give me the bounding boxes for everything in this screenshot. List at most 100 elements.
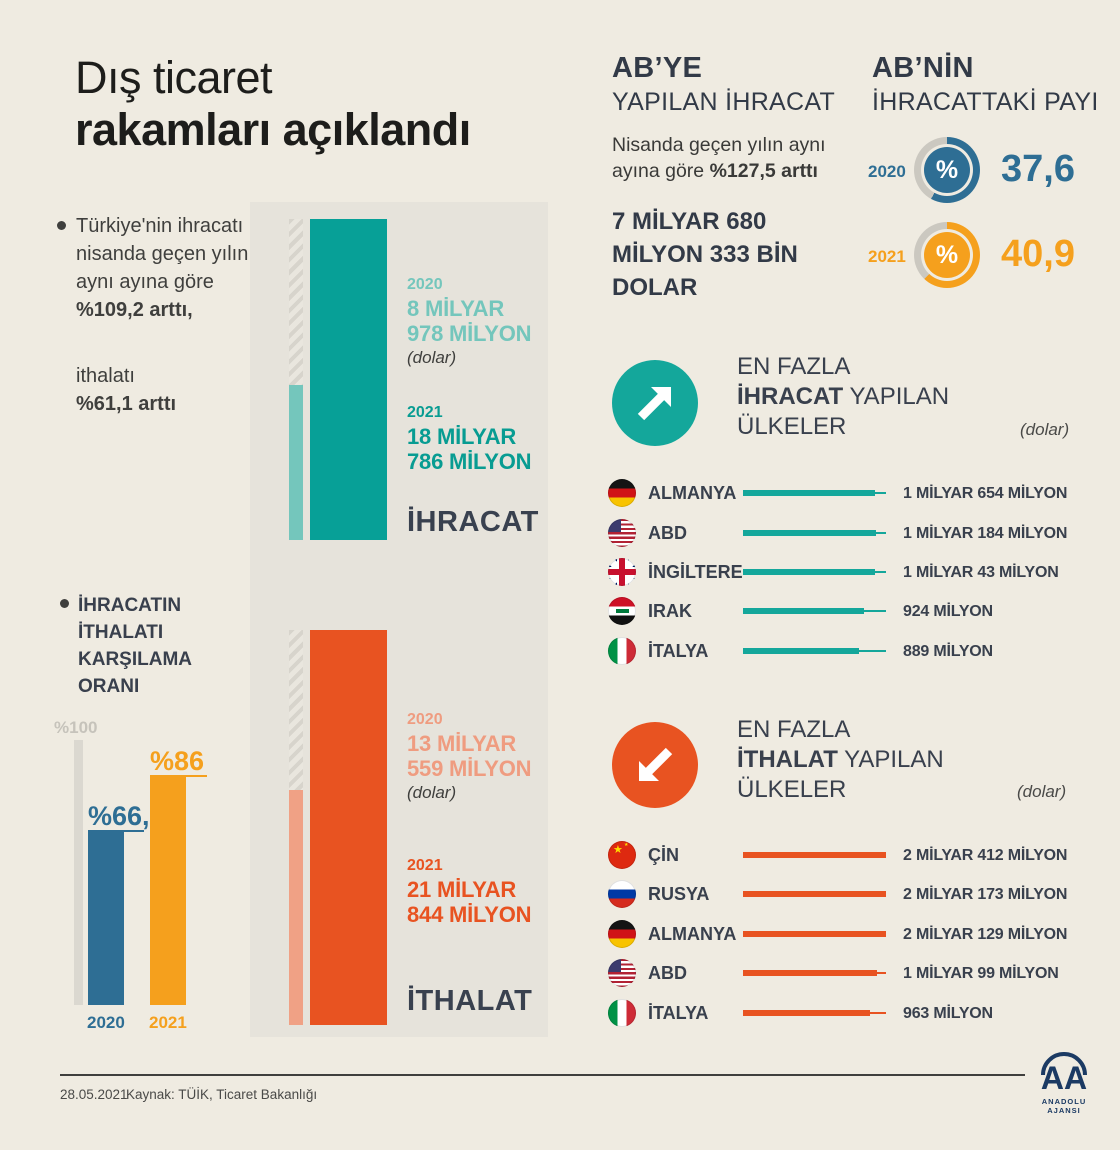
usa-flag-icon bbox=[608, 959, 636, 987]
value-line: 978 MİLYON bbox=[407, 321, 532, 346]
import-country-row: ÇİN 2 MİLYAR 412 MİLYON bbox=[608, 841, 1078, 870]
country-name: ABD bbox=[648, 523, 687, 543]
russia-flag-icon bbox=[608, 880, 636, 908]
heading-line: İHRACATIN bbox=[78, 595, 182, 616]
ratio-ref-label: %100 bbox=[54, 718, 98, 737]
import-country-row: ALMANYA 2 MİLYAR 129 MİLYON bbox=[608, 920, 1078, 949]
country-name: İTALYA bbox=[648, 641, 709, 661]
country-value: 1 MİLYAR 99 MİLYON bbox=[903, 965, 1059, 982]
desc-text-bold: %127,5 arttı bbox=[709, 160, 818, 182]
bullet-icon bbox=[57, 221, 66, 230]
value-line: 559 MİLYON bbox=[407, 756, 532, 781]
header-bold: İTHALAT bbox=[737, 746, 838, 773]
anadolu-agency-logo: AA ANADOLU AJANSI bbox=[1024, 1048, 1104, 1115]
value-line: 844 MİLYON bbox=[407, 902, 532, 927]
top-exports-dolar-note: (dolar) bbox=[1020, 420, 1070, 439]
header-line: EN FAZLA bbox=[737, 716, 851, 743]
import-arrow-badge bbox=[612, 722, 698, 808]
bullet-icon bbox=[60, 599, 69, 608]
country-value: 1 MİLYAR 184 MİLYON bbox=[903, 525, 1068, 542]
export-chart-title: İHRACAT bbox=[407, 506, 539, 538]
country-name: ABD bbox=[648, 963, 687, 983]
eu-share-2020-value: 37,6 bbox=[1001, 148, 1075, 190]
note-text-bold: %61,1 arttı bbox=[76, 393, 177, 415]
ratio-2020-year: 2020 bbox=[87, 1013, 125, 1032]
value-line: 13 MİLYAR bbox=[407, 731, 517, 756]
import-2021-value: 21 MİLYAR 844 MİLYON bbox=[407, 877, 532, 927]
value-bar bbox=[743, 852, 886, 858]
value-bar bbox=[743, 891, 886, 897]
header-bold: İHRACAT bbox=[737, 383, 844, 410]
germany-flag-icon bbox=[608, 920, 636, 948]
header-line: ÜLKELER bbox=[737, 413, 847, 440]
heading-line: İTHALATI KARŞILAMA bbox=[78, 622, 192, 670]
value-line: 21 MİLYAR bbox=[407, 877, 517, 902]
value-bar bbox=[743, 648, 859, 654]
eu-share-2020-year: 2020 bbox=[868, 162, 906, 181]
export-2020-value: 8 MİLYAR 978 MİLYON bbox=[407, 296, 532, 346]
aa-logo-icon: AA bbox=[1041, 1052, 1087, 1096]
import-country-row: RUSYA 2 MİLYAR 173 MİLYON bbox=[608, 880, 1078, 909]
value-bar bbox=[743, 530, 876, 536]
iraq-flag-icon bbox=[608, 597, 636, 625]
header-line: EN FAZLA bbox=[737, 353, 851, 380]
import-dolar-note: (dolar) bbox=[407, 783, 457, 802]
arrow-up-right-icon bbox=[637, 387, 671, 421]
value-bar bbox=[743, 490, 875, 496]
value-bar bbox=[743, 569, 875, 575]
country-value: 2 MİLYAR 129 MİLYON bbox=[903, 926, 1068, 943]
import-2020-value: 13 MİLYAR 559 MİLYON bbox=[407, 731, 532, 781]
export-country-row: ABD 1 MİLYAR 184 MİLYON bbox=[608, 519, 1078, 548]
footer-divider bbox=[60, 1074, 1025, 1076]
eu-export-title-bold: AB’YE bbox=[612, 52, 703, 84]
top-exports-header: EN FAZLA İHRACAT YAPILAN ÜLKELER bbox=[737, 352, 949, 442]
svg-text:AA: AA bbox=[1041, 1060, 1087, 1092]
country-name: ÇİN bbox=[648, 845, 679, 865]
value-bar bbox=[743, 931, 886, 937]
value-line: 18 MİLYAR bbox=[407, 424, 517, 449]
eu-export-amount: 7 MİLYAR 680 MİLYON 333 BİN DOLAR bbox=[612, 208, 798, 301]
page-title-line2: rakamları açıklandı bbox=[75, 104, 471, 155]
italy-flag-icon bbox=[608, 999, 636, 1027]
usa-flag-icon bbox=[608, 519, 636, 547]
percent-icon: % bbox=[924, 147, 970, 193]
eu-share-title-rest: İHRACATTAKİ PAYI bbox=[872, 88, 1099, 116]
export-2021-year: 2021 bbox=[407, 404, 443, 421]
header-line: İTHALAT YAPILAN bbox=[737, 745, 944, 775]
eu-share-2021-value: 40,9 bbox=[1001, 233, 1075, 275]
ratio-2021-year: 2021 bbox=[149, 1013, 187, 1032]
country-value: 924 MİLYON bbox=[903, 603, 993, 620]
export-2020-year: 2020 bbox=[407, 276, 443, 293]
percent-icon: % bbox=[924, 232, 970, 278]
eu-share-title-bold: AB’NİN bbox=[872, 52, 974, 84]
header-line: ÜLKELER bbox=[737, 776, 847, 803]
country-value: 2 MİLYAR 173 MİLYON bbox=[903, 886, 1068, 903]
footer-date: 28.05.2021 bbox=[60, 1087, 128, 1102]
ratio-ref-bar bbox=[74, 740, 83, 1005]
country-name: ALMANYA bbox=[648, 924, 737, 944]
import-country-row: İTALYA 963 MİLYON bbox=[608, 999, 1078, 1028]
value-line: 8 MİLYAR bbox=[407, 296, 505, 321]
export-2021-value: 18 MİLYAR 786 MİLYON bbox=[407, 424, 532, 474]
country-value: 963 MİLYON bbox=[903, 1005, 993, 1022]
export-country-row: İNGİLTERE 1 MİLYAR 43 MİLYON bbox=[608, 558, 1078, 587]
import-2020-bar bbox=[289, 790, 303, 1025]
country-name: İTALYA bbox=[648, 1003, 709, 1023]
ratio-2020-bar bbox=[88, 832, 124, 1005]
heading-line: ORANI bbox=[78, 676, 140, 697]
china-flag-icon bbox=[608, 841, 636, 869]
country-value: 889 MİLYON bbox=[903, 643, 993, 660]
ratio-2021-rule bbox=[150, 775, 207, 777]
export-country-row: İTALYA 889 MİLYON bbox=[608, 637, 1078, 666]
donut-gap: % bbox=[921, 229, 973, 281]
note-text: ithalatı bbox=[76, 365, 135, 387]
value-bar bbox=[743, 970, 877, 976]
ratio-2021-label: %86 bbox=[150, 746, 205, 776]
export-2020-bar bbox=[289, 385, 303, 540]
note-text: Türkiye'nin ihracatı nisanda geçen yılın… bbox=[76, 215, 249, 293]
header-line: İHRACAT YAPILAN bbox=[737, 382, 949, 412]
country-name: İNGİLTERE bbox=[648, 562, 743, 582]
export-arrow-badge bbox=[612, 360, 698, 446]
page-title-line1: Dış ticaret bbox=[75, 52, 273, 103]
